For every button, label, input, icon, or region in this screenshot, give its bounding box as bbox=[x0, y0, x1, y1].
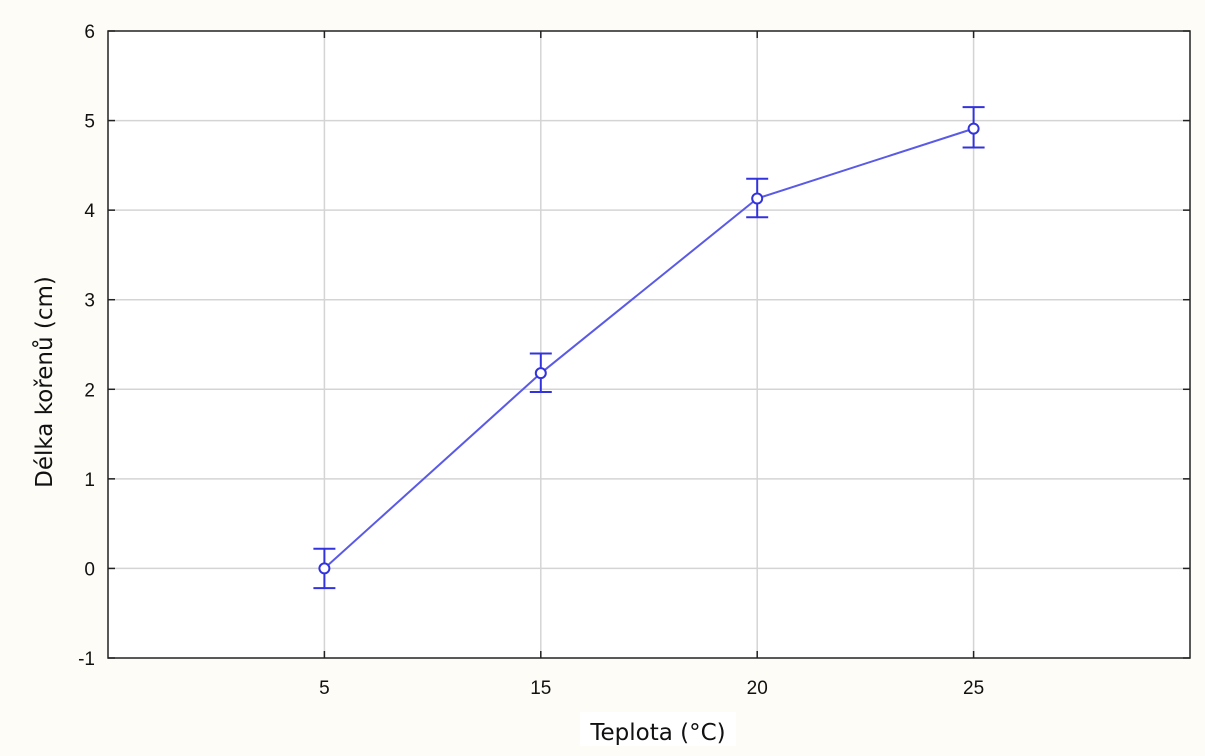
y-axis-title: Délka kořenů (cm) bbox=[31, 276, 58, 488]
y-tick-label: 6 bbox=[84, 22, 95, 43]
x-axis-title: Teplota (°C) bbox=[589, 720, 725, 746]
plot-frame bbox=[107, 30, 1191, 659]
axis-ticks bbox=[108, 30, 1190, 659]
grid-lines bbox=[108, 31, 1190, 658]
y-tick-label: 4 bbox=[84, 201, 95, 222]
x-tick-label: 25 bbox=[963, 678, 984, 699]
plot-area bbox=[108, 31, 1190, 658]
y-tick-label: 1 bbox=[84, 470, 95, 491]
y-tick-label: -1 bbox=[78, 649, 95, 670]
data-point bbox=[967, 122, 980, 135]
x-tick-label: 5 bbox=[319, 678, 330, 699]
x-tick-labels: 5 15 20 25 bbox=[319, 678, 984, 699]
series-layer bbox=[313, 106, 985, 590]
y-tick-label: 0 bbox=[84, 559, 95, 580]
data-point bbox=[534, 367, 547, 380]
data-point bbox=[318, 562, 331, 575]
y-tick-labels: -1 0 1 2 3 4 5 6 bbox=[78, 22, 95, 670]
y-tick-label: 2 bbox=[84, 380, 95, 401]
x-tick-label: 15 bbox=[530, 678, 551, 699]
y-tick-label: 5 bbox=[84, 112, 95, 133]
x-axis-title-background bbox=[580, 712, 736, 746]
y-tick-label: 3 bbox=[84, 291, 95, 312]
x-tick-label: 20 bbox=[747, 678, 768, 699]
data-point bbox=[751, 192, 764, 205]
series-line bbox=[323, 127, 974, 570]
